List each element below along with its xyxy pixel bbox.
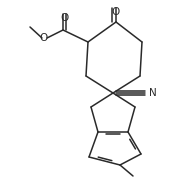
Text: N: N (149, 88, 157, 98)
Text: O: O (40, 33, 48, 43)
Text: O: O (60, 13, 69, 23)
Text: O: O (112, 7, 120, 17)
